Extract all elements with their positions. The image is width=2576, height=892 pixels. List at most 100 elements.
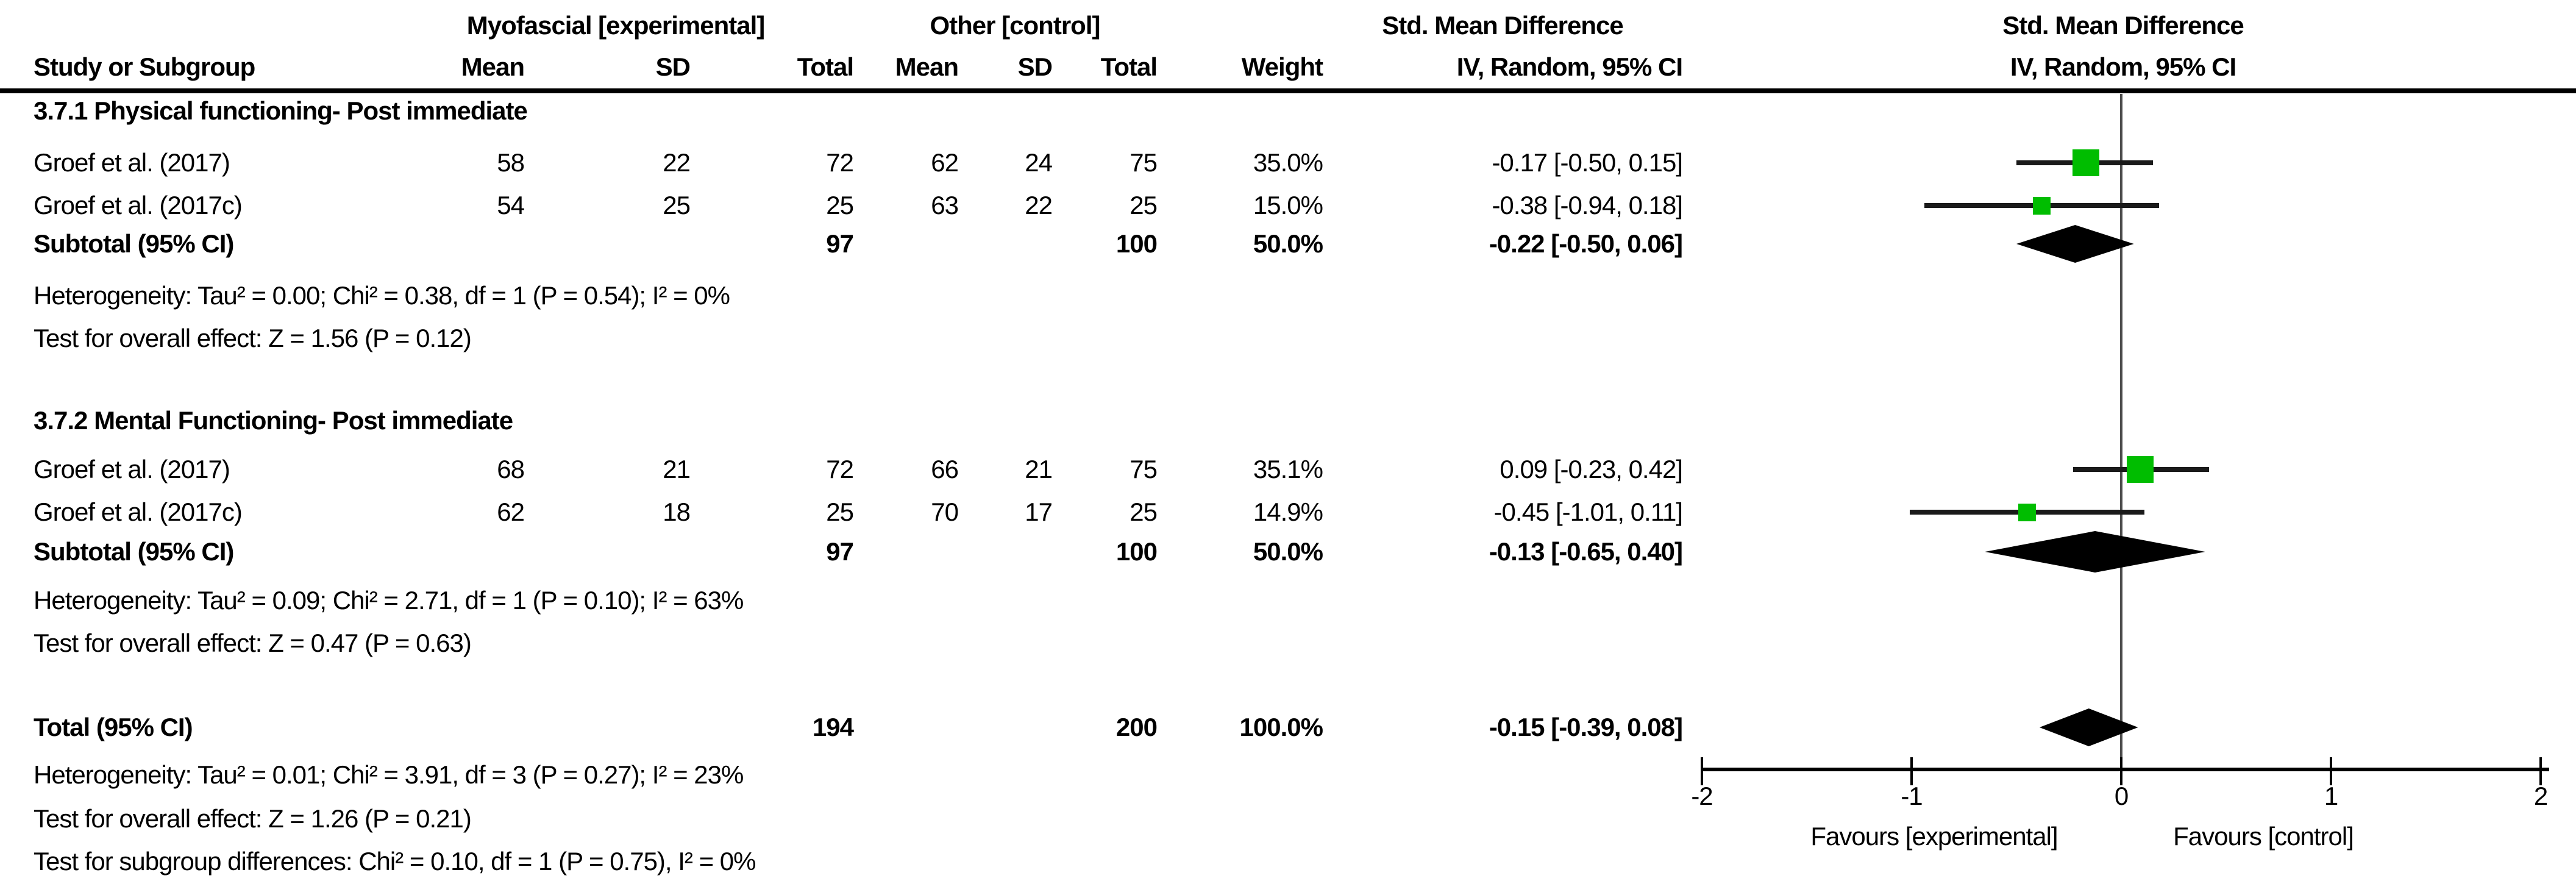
weight-value: 35.1% (1253, 455, 1323, 483)
axis-tick (2330, 757, 2332, 785)
sd-exp: 25 (663, 191, 691, 219)
col-header-total-exp: Total (797, 52, 854, 81)
axis-tick (2120, 757, 2122, 785)
subtotal-label: Subtotal (95% CI) (34, 537, 234, 566)
total-exp: 72 (826, 455, 854, 483)
ci-value: -0.38 [-0.94, 0.18] (1492, 191, 1683, 219)
sd-exp: 22 (663, 148, 691, 177)
section-title: 3.7.1 Physical functioning- Post immedia… (34, 96, 528, 125)
subtotal-weight: 50.0% (1253, 229, 1323, 258)
study-label: Groef et al. (2017) (34, 455, 230, 483)
favours-control-label: Favours [control] (2173, 822, 2354, 851)
study-label: Groef et al. (2017) (34, 148, 230, 177)
mean-exp: 54 (497, 191, 525, 219)
subtotal-diamond (2016, 225, 2134, 263)
study-label: Groef et al. (2017c) (34, 498, 243, 526)
study-marker (2032, 196, 2051, 215)
subgroup-differences-line: Test for subgroup differences: Chi² = 0.… (34, 847, 756, 876)
total-ctl: 75 (1130, 148, 1158, 177)
ci-value: -0.17 [-0.50, 0.15] (1492, 148, 1683, 177)
weight-value: 14.9% (1253, 498, 1323, 526)
ci-value: 0.09 [-0.23, 0.42] (1500, 455, 1683, 483)
heterogeneity-line: Heterogeneity: Tau² = 0.00; Chi² = 0.38,… (34, 281, 730, 310)
table-row: Groef et al. (2017) 68 21 72 66 21 75 35… (0, 450, 1707, 489)
mean-ctl: 63 (931, 191, 959, 219)
table-row: Groef et al. (2017c) 62 18 25 70 17 25 1… (0, 493, 1707, 532)
sd-exp: 21 (663, 455, 691, 483)
table-row: Groef et al. (2017c) 54 25 25 63 22 25 1… (0, 186, 1707, 225)
subtotal-total-ctl: 100 (1115, 537, 1158, 566)
study-label: Groef et al. (2017c) (34, 191, 243, 219)
axis-tick-label: 2 (2533, 782, 2548, 810)
sd-ctl: 17 (1025, 498, 1053, 526)
sd-exp: 18 (663, 498, 691, 526)
zero-effect-line (2120, 94, 2122, 785)
subtotal-label: Subtotal (95% CI) (34, 229, 234, 258)
column-header-row: Study or Subgroup Mean SD Total Mean SD … (0, 48, 1707, 87)
heterogeneity-line: Heterogeneity: Tau² = 0.01; Chi² = 3.91,… (34, 760, 744, 789)
col-header-ci-plot: IV, Random, 95% CI (2010, 52, 2236, 81)
col-header-weight: Weight (1241, 52, 1323, 81)
total-total-ctl: 200 (1115, 713, 1158, 741)
subtotal-total-exp: 97 (826, 229, 854, 258)
study-marker (2126, 456, 2154, 483)
subtotal-ci: -0.22 [-0.50, 0.06] (1489, 229, 1683, 258)
total-exp: 25 (826, 191, 854, 219)
col-header-sd-ctl: SD (1017, 52, 1053, 81)
group-header-control: Other [control] (930, 11, 1101, 40)
col-header-sd-exp: SD (655, 52, 691, 81)
col-header-mean-ctl: Mean (895, 52, 959, 81)
axis-tick (1910, 757, 1913, 785)
total-weight: 100.0% (1239, 713, 1323, 741)
overall-effect-line: Test for overall effect: Z = 0.47 (P = 0… (34, 629, 472, 657)
favours-experimental-label: Favours [experimental] (1810, 822, 2058, 851)
x-axis-line (1702, 768, 2549, 771)
mean-exp: 62 (497, 498, 525, 526)
total-ctl: 25 (1130, 191, 1158, 219)
sd-ctl: 24 (1025, 148, 1053, 177)
subtotal-diamond (1985, 531, 2205, 573)
col-header-mean-exp: Mean (461, 52, 525, 81)
mean-ctl: 70 (931, 498, 959, 526)
total-row: Total (95% CI) 194 200 100.0% -0.15 [-0.… (0, 708, 1707, 747)
heterogeneity-line: Heterogeneity: Tau² = 0.09; Chi² = 2.71,… (34, 586, 744, 615)
axis-tick-label: -2 (1691, 782, 1713, 810)
subtotal-total-ctl: 100 (1115, 229, 1158, 258)
axis-tick (2539, 757, 2542, 785)
total-total-exp: 194 (812, 713, 854, 741)
subtotal-row: Subtotal (95% CI) 97 100 50.0% -0.13 [-0… (0, 532, 1707, 571)
group-header-experimental: Myofascial [experimental] (466, 11, 766, 40)
mean-exp: 68 (497, 455, 525, 483)
group-header-smd-text: Std. Mean Difference (1382, 11, 1623, 40)
overall-effect-line: Test for overall effect: Z = 1.56 (P = 0… (34, 324, 472, 352)
subtotal-total-exp: 97 (826, 537, 854, 566)
study-marker (2018, 503, 2036, 521)
col-header-study: Study or Subgroup (34, 52, 255, 81)
subtotal-weight: 50.0% (1253, 537, 1323, 566)
total-ctl: 75 (1130, 455, 1158, 483)
header-divider-rule (0, 88, 2576, 93)
total-ci: -0.15 [-0.39, 0.08] (1489, 713, 1683, 741)
col-header-ci-text: IV, Random, 95% CI (1456, 52, 1683, 81)
subtotal-row: Subtotal (95% CI) 97 100 50.0% -0.22 [-0… (0, 224, 1707, 263)
mean-exp: 58 (497, 148, 525, 177)
sd-ctl: 22 (1025, 191, 1053, 219)
weight-value: 35.0% (1253, 148, 1323, 177)
mean-ctl: 62 (931, 148, 959, 177)
total-ctl: 25 (1130, 498, 1158, 526)
subtotal-ci: -0.13 [-0.65, 0.40] (1489, 537, 1683, 566)
sd-ctl: 21 (1025, 455, 1053, 483)
table-row: Groef et al. (2017) 58 22 72 62 24 75 35… (0, 143, 1707, 182)
ci-value: -0.45 [-1.01, 0.11] (1493, 498, 1683, 526)
total-label: Total (95% CI) (34, 713, 193, 741)
mean-ctl: 66 (931, 455, 959, 483)
axis-tick-label: -1 (1901, 782, 1923, 810)
total-exp: 72 (826, 148, 854, 177)
total-diamond (2039, 708, 2138, 746)
axis-tick-label: 1 (2324, 782, 2338, 810)
total-exp: 25 (826, 498, 854, 526)
axis-tick-label: 0 (2114, 782, 2129, 810)
axis-tick (1701, 757, 1703, 785)
study-marker (2072, 149, 2099, 176)
